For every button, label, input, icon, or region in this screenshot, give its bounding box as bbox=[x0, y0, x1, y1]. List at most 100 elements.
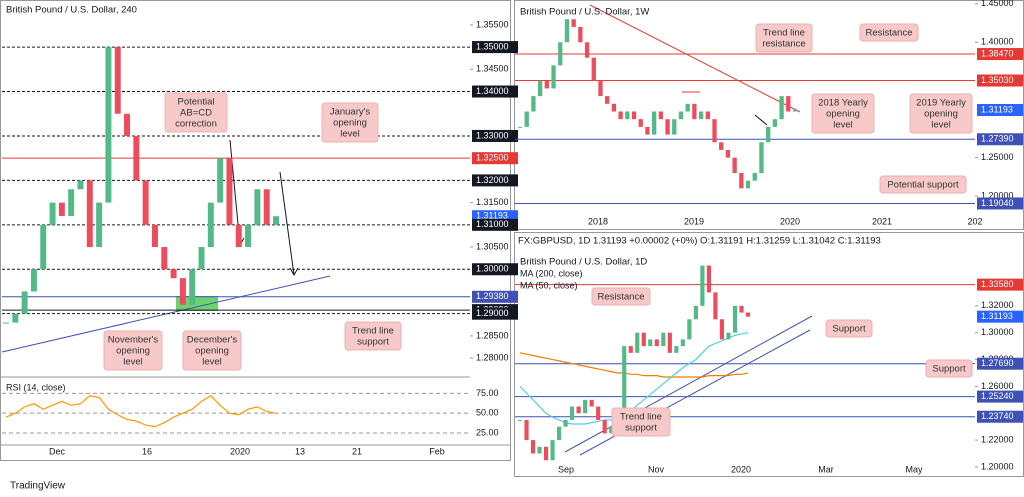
candle bbox=[517, 126, 523, 128]
level-tag bbox=[977, 310, 1023, 323]
annotation-text: level bbox=[340, 129, 360, 140]
level-tag bbox=[977, 278, 1023, 291]
candle bbox=[189, 269, 196, 305]
chart-title: British Pound / U.S. Dollar, 1W bbox=[520, 7, 649, 18]
candle bbox=[719, 142, 724, 150]
y-tick-label: 50.00 bbox=[476, 408, 499, 418]
candle bbox=[273, 216, 279, 225]
candle bbox=[96, 202, 103, 248]
level-tag bbox=[472, 307, 518, 320]
annotation-box bbox=[164, 92, 228, 133]
x-tick-label: 2020 bbox=[731, 464, 751, 474]
candle bbox=[254, 189, 261, 225]
annotation-text: AB=CD bbox=[180, 108, 212, 119]
candle bbox=[672, 119, 677, 135]
candle bbox=[142, 180, 149, 225]
chart-title: British Pound / U.S. Dollar, 240 bbox=[6, 5, 137, 16]
annotation-box bbox=[182, 330, 242, 371]
candle bbox=[618, 111, 623, 120]
annotation-text: resistance bbox=[762, 39, 805, 50]
candle bbox=[759, 142, 764, 174]
candle bbox=[114, 47, 121, 114]
arrow bbox=[279, 171, 299, 277]
chart-title: British Pound / U.S. Dollar, 1D bbox=[520, 257, 647, 268]
level-label: 1.31193 bbox=[476, 211, 508, 221]
x-tick-label: 13 bbox=[295, 446, 305, 456]
candle bbox=[654, 339, 659, 347]
annotation-box bbox=[611, 407, 671, 437]
candle bbox=[786, 96, 791, 112]
x-tick-label: 2019 bbox=[684, 216, 704, 226]
x-tick-label: Dec bbox=[49, 446, 66, 456]
level-label: 1.31193 bbox=[981, 311, 1013, 321]
level-tag bbox=[472, 290, 518, 303]
candle bbox=[680, 339, 685, 347]
level-label: 1.25240 bbox=[981, 391, 1014, 401]
candle bbox=[576, 406, 581, 414]
candle bbox=[700, 265, 705, 306]
candle bbox=[557, 426, 562, 441]
level-tag bbox=[977, 74, 1023, 87]
level-label: 1.27690 bbox=[981, 358, 1014, 368]
y-tick-label: 1.31500 bbox=[476, 197, 509, 207]
candle bbox=[792, 110, 798, 112]
candle bbox=[537, 80, 543, 97]
candle bbox=[543, 446, 549, 461]
candle bbox=[725, 149, 731, 158]
level-tag bbox=[472, 85, 518, 98]
candle bbox=[739, 305, 744, 313]
y-tick-label: 1.34500 bbox=[476, 64, 509, 74]
level-tag bbox=[977, 197, 1023, 210]
y-tick-label: 1.45000 bbox=[981, 0, 1014, 8]
rsi-line bbox=[5, 395, 277, 428]
x-tick-label: 2021 bbox=[872, 216, 892, 226]
arrow bbox=[754, 114, 768, 126]
annotation-text: Trend line bbox=[352, 326, 394, 337]
candle bbox=[622, 346, 627, 414]
candle bbox=[550, 440, 555, 461]
annotation-text: Support bbox=[832, 324, 866, 335]
candle bbox=[161, 247, 168, 270]
annotation-box bbox=[811, 93, 875, 134]
candle bbox=[609, 426, 614, 434]
annotation-box bbox=[591, 287, 651, 306]
candle bbox=[207, 202, 214, 248]
moving-average bbox=[519, 352, 749, 378]
annotation-text: opening bbox=[826, 109, 860, 120]
level-label: 1.32000 bbox=[476, 175, 509, 185]
level-tag bbox=[977, 133, 1023, 146]
candle bbox=[667, 332, 672, 353]
annotation-box bbox=[344, 321, 402, 351]
x-tick-label: Mar bbox=[818, 464, 834, 474]
candle bbox=[517, 419, 523, 421]
candle bbox=[611, 103, 617, 112]
candle bbox=[745, 312, 751, 317]
trend-line bbox=[1, 275, 331, 353]
candle bbox=[245, 224, 252, 248]
zone-highlight bbox=[176, 296, 218, 311]
x-tick-label: Feb bbox=[429, 446, 445, 456]
annotation-text: Potential support bbox=[887, 180, 959, 191]
candle bbox=[68, 189, 75, 216]
indicator-name: RSI (14, close) bbox=[6, 382, 66, 392]
annotation-text: opening bbox=[116, 346, 150, 357]
y-tick-label: 1.26000 bbox=[981, 381, 1014, 391]
x-tick-label: 202 bbox=[967, 216, 982, 226]
level-tag bbox=[472, 152, 518, 165]
y-tick-label: 1.28500 bbox=[476, 330, 509, 340]
level-tag bbox=[472, 263, 518, 276]
level-tag bbox=[472, 218, 518, 231]
candle bbox=[635, 332, 640, 353]
candle bbox=[551, 65, 556, 89]
candle bbox=[719, 319, 725, 340]
y-tick-label: 75.00 bbox=[476, 388, 499, 398]
y-tick-label: 1.20000 bbox=[981, 461, 1014, 471]
annotation-text: Resistance bbox=[866, 28, 913, 39]
candle bbox=[170, 269, 177, 279]
candle bbox=[584, 42, 590, 58]
candle bbox=[49, 202, 56, 225]
y-tick-label: 1.25000 bbox=[981, 152, 1014, 162]
